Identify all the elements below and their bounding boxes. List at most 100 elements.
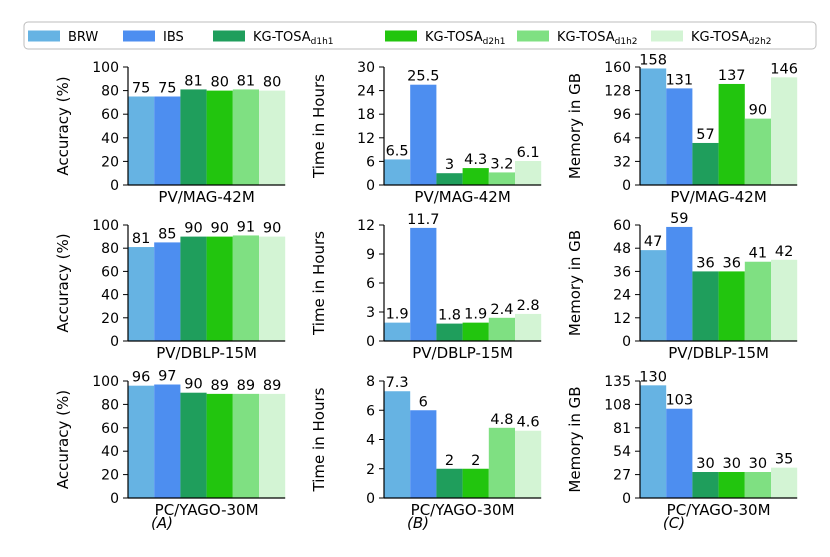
y-tick-label: 48 xyxy=(613,241,631,257)
y-tick-label: 20 xyxy=(101,468,119,484)
bar-value-label: 30 xyxy=(749,456,767,472)
bar-value-label: 36 xyxy=(722,255,740,271)
bar-value-label: 90 xyxy=(749,103,767,119)
bar xyxy=(771,259,798,341)
x-axis-label: PV/DBLP-15M xyxy=(156,344,257,362)
bar-value-label: 1.8 xyxy=(438,308,461,324)
bar-value-label: 1.9 xyxy=(464,307,487,323)
bar xyxy=(666,226,693,341)
y-tick-label: 0 xyxy=(110,491,119,507)
bar xyxy=(488,317,515,341)
y-tick-label: 20 xyxy=(101,154,119,170)
bar-value-label: 2 xyxy=(445,453,454,469)
chart-panel: 0 32 64 96 128 160 158 131 57 137 90 146 PV/MAG-42M M… xyxy=(566,52,798,206)
bar xyxy=(515,161,542,185)
y-tick-label: 0 xyxy=(366,334,375,350)
bar xyxy=(462,168,489,185)
y-tick-label: 108 xyxy=(604,397,631,413)
y-tick-label: 3 xyxy=(366,305,375,321)
legend-label: KG-TOSAd2h2 xyxy=(691,30,772,47)
bar-value-label: 158 xyxy=(639,52,667,68)
bar-value-label: 30 xyxy=(722,456,740,472)
y-tick-label: 6 xyxy=(366,276,375,292)
y-tick-label: 128 xyxy=(604,84,631,100)
bar xyxy=(154,242,181,341)
bar-value-label: 3.2 xyxy=(490,156,513,172)
y-tick-label: 0 xyxy=(110,178,119,194)
bar xyxy=(640,385,667,498)
bar-value-label: 89 xyxy=(210,378,228,394)
legend-label-base: KG-TOSA xyxy=(425,30,483,45)
bar xyxy=(718,83,745,185)
bar xyxy=(259,393,286,498)
bar-value-label: 47 xyxy=(644,234,662,250)
y-tick-label: 100 xyxy=(92,60,119,76)
bar-value-label: 75 xyxy=(158,81,176,97)
y-axis-title: Accuracy (%) xyxy=(54,390,72,489)
y-tick-label: 6 xyxy=(366,403,375,419)
bar xyxy=(154,96,181,185)
bar xyxy=(128,385,155,498)
legend-label-base: BRW xyxy=(68,30,98,45)
bar xyxy=(384,391,411,498)
x-axis-label: PC/YAGO-30M xyxy=(155,501,259,519)
y-tick-label: 9 xyxy=(366,247,375,263)
x-axis-label: PV/MAG-42M xyxy=(414,188,510,206)
bar-value-label: 75 xyxy=(132,81,150,97)
bar xyxy=(436,173,463,185)
bar xyxy=(744,261,771,341)
y-tick-label: 60 xyxy=(101,107,119,123)
bar xyxy=(640,250,667,341)
bar-value-label: 90 xyxy=(263,221,281,237)
y-tick-label: 54 xyxy=(613,444,631,460)
bar xyxy=(410,410,437,498)
bar-value-label: 42 xyxy=(775,244,793,260)
y-tick-label: 80 xyxy=(101,241,119,257)
y-axis-title: Accuracy (%) xyxy=(54,76,72,175)
bar-value-label: 137 xyxy=(718,68,746,84)
bar xyxy=(180,392,207,498)
bar-value-label: 6.1 xyxy=(517,145,540,161)
y-tick-label: 12 xyxy=(357,218,375,234)
bar-value-label: 96 xyxy=(132,370,150,386)
y-tick-label: 18 xyxy=(357,107,375,123)
y-tick-label: 32 xyxy=(613,154,631,170)
bar xyxy=(718,472,745,498)
y-axis-title: Memory in GB xyxy=(566,73,584,179)
y-tick-label: 36 xyxy=(613,264,631,280)
bar-value-label: 3 xyxy=(445,157,454,173)
bar xyxy=(232,235,259,341)
bar-value-label: 36 xyxy=(696,255,714,271)
legend-frame xyxy=(23,21,817,50)
bar xyxy=(515,430,542,498)
x-axis-label: PV/MAG-42M xyxy=(158,188,254,206)
chart-panel: 0 20 40 60 80 100 75 75 81 80 81 80 PV/MAG-42M Accura… xyxy=(54,60,286,206)
legend-swatch xyxy=(517,30,549,42)
chart-panel: 0 6 12 18 24 30 6.5 25.5 3 4.3 3.26.1 PV/MAG-42M Tim… xyxy=(310,60,542,206)
chart-panel: 0 20 40 60 80 100 96 97 90 89 89 89 PC/YAGO-30M Accur… xyxy=(54,369,286,519)
y-axis-title: Memory in GB xyxy=(566,230,584,336)
bar xyxy=(180,89,207,185)
bar xyxy=(515,313,542,341)
legend-swatch xyxy=(213,30,245,42)
bar xyxy=(180,236,207,341)
y-tick-label: 12 xyxy=(357,131,375,147)
y-tick-label: 27 xyxy=(613,468,631,484)
bar-value-label: 25.5 xyxy=(407,69,439,85)
legend-label-base: KG-TOSA xyxy=(691,30,749,45)
legend-swatch xyxy=(385,30,417,42)
column-label: (B) xyxy=(407,514,429,532)
y-tick-label: 40 xyxy=(101,444,119,460)
legend-swatch xyxy=(651,30,683,42)
legend-item: BRW xyxy=(28,30,98,45)
bar-value-label: 57 xyxy=(696,127,714,143)
y-tick-label: 64 xyxy=(613,131,631,147)
y-tick-label: 135 xyxy=(604,374,631,390)
y-tick-label: 0 xyxy=(366,491,375,507)
y-tick-label: 40 xyxy=(101,131,119,147)
y-tick-label: 60 xyxy=(613,218,631,234)
bar-value-label: 90 xyxy=(184,377,202,393)
bar xyxy=(206,393,233,498)
